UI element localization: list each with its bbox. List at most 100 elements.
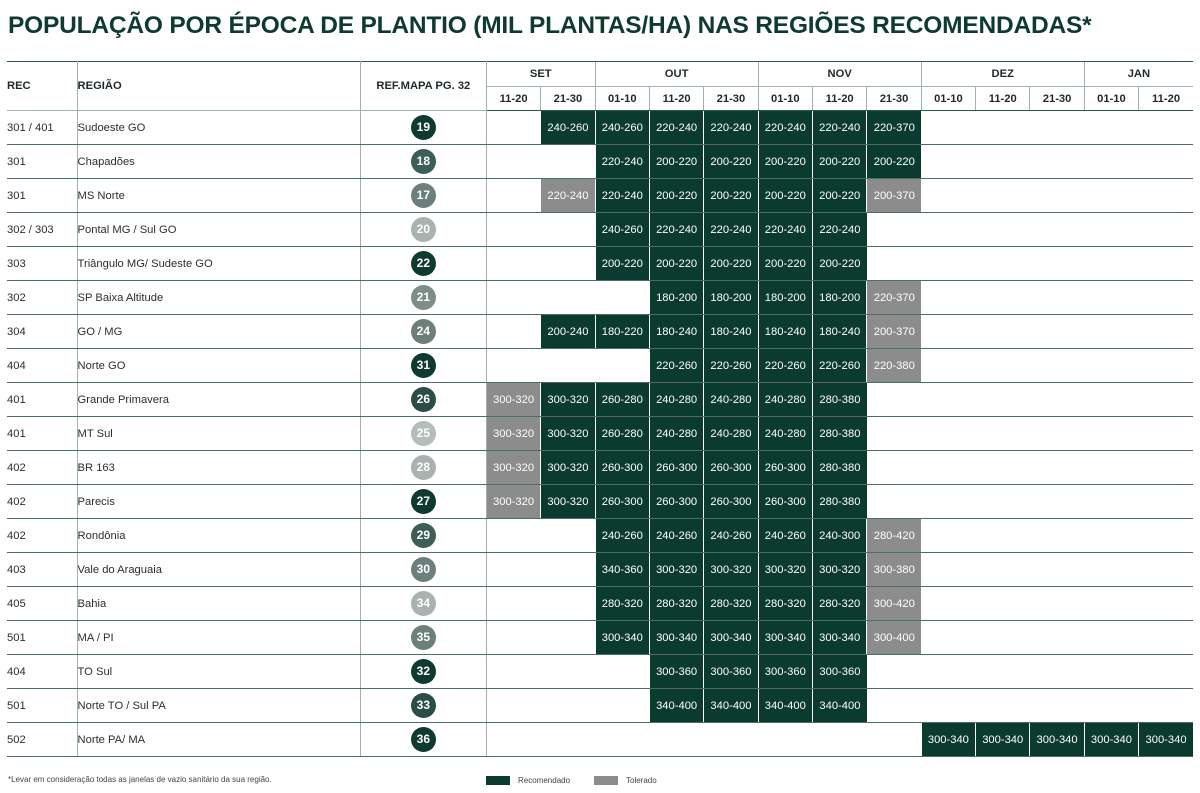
recommended-cell: 180-240 bbox=[648, 314, 704, 349]
empty-cell bbox=[1138, 416, 1193, 451]
empty-cell bbox=[1084, 178, 1139, 213]
ref-cell: 36 bbox=[360, 722, 487, 757]
empty-cell bbox=[1084, 416, 1139, 451]
recommended-cell: 180-240 bbox=[703, 314, 759, 349]
ref-cell: 20 bbox=[360, 212, 487, 247]
empty-cell bbox=[540, 552, 596, 587]
recommended-cell: 220-240 bbox=[703, 212, 759, 247]
header-rec: REC bbox=[7, 61, 78, 111]
map-ref-badge: 20 bbox=[410, 217, 436, 242]
rec-cell: 302 / 303 bbox=[7, 212, 78, 247]
empty-cell bbox=[1029, 246, 1085, 281]
empty-cell bbox=[975, 212, 1030, 247]
period-header: 01-10 bbox=[594, 86, 650, 111]
recommended-cell: 200-240 bbox=[540, 314, 596, 349]
period-header: 01-10 bbox=[1083, 86, 1139, 111]
empty-cell bbox=[921, 450, 976, 485]
region-cell: Norte GO bbox=[77, 348, 361, 383]
empty-cell bbox=[921, 212, 976, 247]
empty-cell bbox=[1029, 212, 1085, 247]
region-cell: Pontal MG / Sul GO bbox=[77, 212, 361, 247]
empty-cell bbox=[975, 348, 1030, 383]
recommended-cell: 300-360 bbox=[811, 654, 867, 689]
map-ref-badge: 24 bbox=[410, 319, 436, 344]
map-ref-badge: 27 bbox=[410, 489, 436, 514]
recommended-cell: 240-260 bbox=[594, 110, 650, 145]
tolerated-cell: 200-370 bbox=[866, 314, 922, 349]
region-cell: Vale do Araguaia bbox=[77, 552, 361, 587]
region-cell: MT Sul bbox=[77, 416, 361, 451]
month-header-out: OUT bbox=[594, 61, 759, 87]
rec-cell: 301 bbox=[7, 178, 78, 213]
recommended-cell: 300-320 bbox=[540, 416, 596, 451]
recommended-cell: 220-370 bbox=[866, 110, 922, 145]
recommended-cell: 180-200 bbox=[648, 280, 704, 315]
empty-cell bbox=[866, 246, 922, 281]
map-ref-badge: 28 bbox=[410, 455, 436, 480]
empty-cell bbox=[1084, 654, 1139, 689]
recommended-cell: 300-340 bbox=[920, 722, 976, 757]
empty-cell bbox=[1084, 212, 1139, 247]
recommended-cell: 180-200 bbox=[703, 280, 759, 315]
empty-cell bbox=[540, 722, 596, 757]
empty-cell bbox=[1138, 552, 1193, 587]
map-ref-badge: 25 bbox=[410, 421, 436, 446]
empty-cell bbox=[1138, 518, 1193, 553]
recommended-cell: 260-300 bbox=[648, 450, 704, 485]
table-row: 501 MA / PI 35 300-340 300-340 300-340 300-340… bbox=[7, 620, 1193, 655]
region-cell: Sudoeste GO bbox=[77, 110, 361, 145]
rec-cell: 402 bbox=[7, 450, 78, 485]
recommended-cell: 300-320 bbox=[540, 382, 596, 417]
empty-cell bbox=[486, 246, 541, 281]
recommended-cell: 220-260 bbox=[648, 348, 704, 383]
empty-cell bbox=[540, 620, 596, 655]
empty-cell bbox=[486, 688, 541, 723]
empty-cell bbox=[540, 348, 596, 383]
empty-cell bbox=[866, 416, 922, 451]
empty-cell bbox=[921, 246, 976, 281]
empty-cell bbox=[975, 552, 1030, 587]
tolerated-cell: 300-400 bbox=[866, 620, 922, 655]
empty-cell bbox=[812, 722, 867, 757]
recommended-cell: 300-320 bbox=[703, 552, 759, 587]
empty-cell bbox=[486, 280, 541, 315]
legend-recommended: Recomendado bbox=[486, 774, 570, 786]
empty-cell bbox=[1029, 654, 1085, 689]
rec-cell: 501 bbox=[7, 688, 78, 723]
recommended-cell: 300-360 bbox=[757, 654, 813, 689]
ref-cell: 31 bbox=[360, 348, 487, 383]
legend-swatch-tolerated bbox=[594, 775, 618, 785]
table-row: 301 MS Norte 17 220-240 220-240 200-220 200-22… bbox=[7, 178, 1193, 213]
recommended-cell: 200-220 bbox=[648, 144, 704, 179]
header-ref: REF.MAPA PG. 32 bbox=[360, 61, 487, 111]
rec-cell: 501 bbox=[7, 620, 78, 655]
empty-cell bbox=[1084, 348, 1139, 383]
period-header: 21-30 bbox=[540, 86, 596, 111]
recommended-cell: 200-220 bbox=[757, 178, 813, 213]
recommended-cell: 200-220 bbox=[703, 144, 759, 179]
map-ref-badge: 31 bbox=[410, 353, 436, 378]
recommended-cell: 300-360 bbox=[648, 654, 704, 689]
recommended-cell: 220-240 bbox=[594, 144, 650, 179]
recommended-cell: 300-320 bbox=[540, 450, 596, 485]
empty-cell bbox=[486, 620, 541, 655]
recommended-cell: 200-220 bbox=[757, 144, 813, 179]
empty-cell bbox=[1029, 518, 1085, 553]
empty-cell bbox=[1138, 382, 1193, 417]
recommended-cell: 200-220 bbox=[648, 246, 704, 281]
legend-label-tolerated: Tolerado bbox=[626, 775, 657, 785]
empty-cell bbox=[758, 722, 813, 757]
recommended-cell: 260-300 bbox=[594, 484, 650, 519]
empty-cell bbox=[486, 314, 541, 349]
recommended-cell: 300-340 bbox=[975, 722, 1030, 757]
empty-cell bbox=[1084, 246, 1139, 281]
ref-cell: 25 bbox=[360, 416, 487, 451]
empty-cell bbox=[1084, 450, 1139, 485]
region-cell: Norte TO / Sul PA bbox=[77, 688, 361, 723]
empty-cell bbox=[975, 654, 1030, 689]
tolerated-cell: 220-380 bbox=[866, 348, 922, 383]
rec-cell: 401 bbox=[7, 382, 78, 417]
recommended-cell: 260-280 bbox=[594, 382, 650, 417]
empty-cell bbox=[921, 382, 976, 417]
tolerated-cell: 300-420 bbox=[866, 586, 922, 621]
